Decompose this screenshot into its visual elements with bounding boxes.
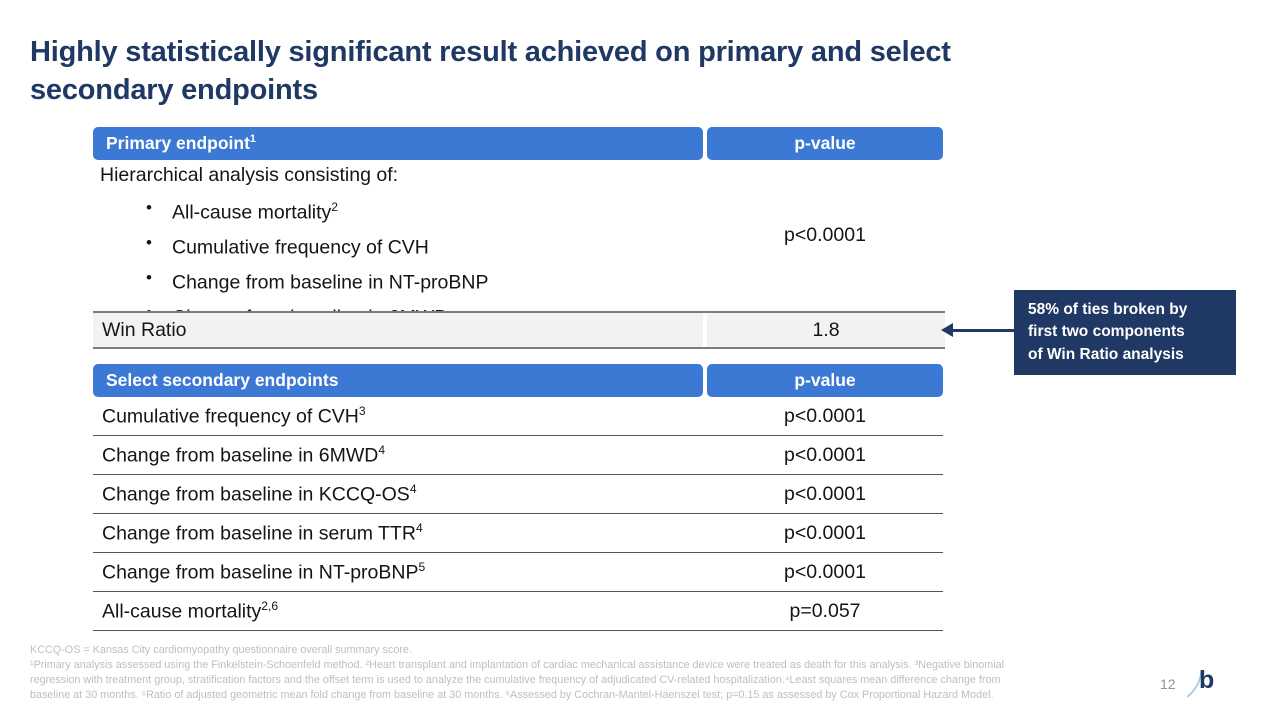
logo-arc-icon <box>1186 670 1202 698</box>
primary-pvalue-header: p-value <box>707 127 943 160</box>
callout-line-3: of Win Ratio analysis <box>1028 345 1184 363</box>
endpoint-pvalue: p<0.0001 <box>784 560 866 583</box>
callout-box: 58% of ties broken by first two componen… <box>1014 290 1236 376</box>
table-row: Change from baseline in serum TTR4 p<0.0… <box>93 514 943 553</box>
logo-b: b <box>1199 666 1215 694</box>
primary-endpoint-header-label: Primary endpoint1 <box>106 133 256 153</box>
endpoint-label: Change from baseline in NT-proBNP5 <box>102 559 426 584</box>
table-row: Change from baseline in KCCQ-OS4 p<0.000… <box>93 475 943 514</box>
hierarchical-analysis-label: Hierarchical analysis consisting of: <box>100 164 399 186</box>
secondary-endpoints-header: Select secondary endpoints <box>93 364 703 397</box>
endpoint-pvalue: p<0.0001 <box>784 521 866 544</box>
footnote-line: KCCQ-OS = Kansas City cardiomyopathy que… <box>30 644 412 656</box>
endpoint-label: Cumulative frequency of CVH3 <box>102 403 366 428</box>
endpoint-label: All-cause mortality2,6 <box>102 598 279 623</box>
page-title-line-1: Highly statistically significant result … <box>30 36 951 68</box>
hierarchy-bullet-item: Change from baseline in NT-proBNP <box>93 263 703 298</box>
page-title: Highly statistically significant result … <box>30 33 951 109</box>
win-ratio-label: Win Ratio <box>93 313 703 347</box>
table-row: Change from baseline in 6MWD4 p<0.0001 <box>93 436 943 475</box>
footnote-marker: 5 <box>418 559 426 574</box>
table-row: Change from baseline in NT-proBNP5 p<0.0… <box>93 553 943 592</box>
arrow-line <box>953 329 1014 332</box>
primary-pvalue-header-label: p-value <box>794 133 856 153</box>
endpoint-label: Change from baseline in KCCQ-OS4 <box>102 481 417 506</box>
endpoint-pvalue: p<0.0001 <box>784 482 866 505</box>
endpoint-pvalue: p<0.0001 <box>784 404 866 427</box>
footnote-marker: 4 <box>378 442 386 457</box>
callout-line-2: first two components <box>1028 323 1185 341</box>
secondary-pvalue-header-label: p-value <box>794 370 856 390</box>
table-row: Cumulative frequency of CVH3 p<0.0001 <box>93 397 943 436</box>
footnote-line: baseline at 30 months. ⁵Ratio of adjuste… <box>30 689 994 701</box>
endpoint-label: Change from baseline in 6MWD4 <box>102 442 386 467</box>
footnote-line: ¹Primary analysis assessed using the Fin… <box>30 659 1005 671</box>
table-row: All-cause mortality2,6 p=0.057 <box>93 592 943 631</box>
win-ratio-row: Win Ratio 1.8 <box>93 311 945 349</box>
arrow-head-icon <box>941 323 953 337</box>
secondary-pvalue-header: p-value <box>707 364 943 397</box>
endpoint-pvalue: p<0.0001 <box>784 443 866 466</box>
footnote-marker: 4 <box>409 481 417 496</box>
primary-endpoint-header: Primary endpoint1 <box>93 127 703 160</box>
footnote-marker: 4 <box>415 520 423 535</box>
footnote-marker: 1 <box>249 133 256 146</box>
footnote-line: regression with treatment group, stratif… <box>30 674 1001 686</box>
win-ratio-value: 1.8 <box>707 313 945 347</box>
endpoint-pvalue: p=0.057 <box>789 599 861 622</box>
callout-line-1: 58% of ties broken by <box>1028 301 1188 318</box>
footnote-marker: 2,6 <box>261 598 279 613</box>
hierarchy-bullet-item: Cumulative frequency of CVH <box>93 228 703 263</box>
page-number: 12 <box>1160 676 1176 692</box>
footnotes: KCCQ-OS = Kansas City cardiomyopathy que… <box>30 643 1004 703</box>
page-title-line-2: secondary endpoints <box>30 74 318 106</box>
primary-endpoint-pvalue: p<0.0001 <box>784 224 866 246</box>
column-gap <box>703 313 707 347</box>
footnote-marker: 3 <box>358 403 366 418</box>
secondary-endpoints-table: Cumulative frequency of CVH3 p<0.0001 Ch… <box>93 397 943 631</box>
logo: b <box>1186 666 1232 700</box>
footnote-marker: 2 <box>331 200 339 214</box>
secondary-endpoints-header-label: Select secondary endpoints <box>106 370 339 390</box>
endpoint-label: Change from baseline in serum TTR4 <box>102 520 423 545</box>
hierarchy-bullet-item: All-cause mortality2 <box>93 193 703 228</box>
